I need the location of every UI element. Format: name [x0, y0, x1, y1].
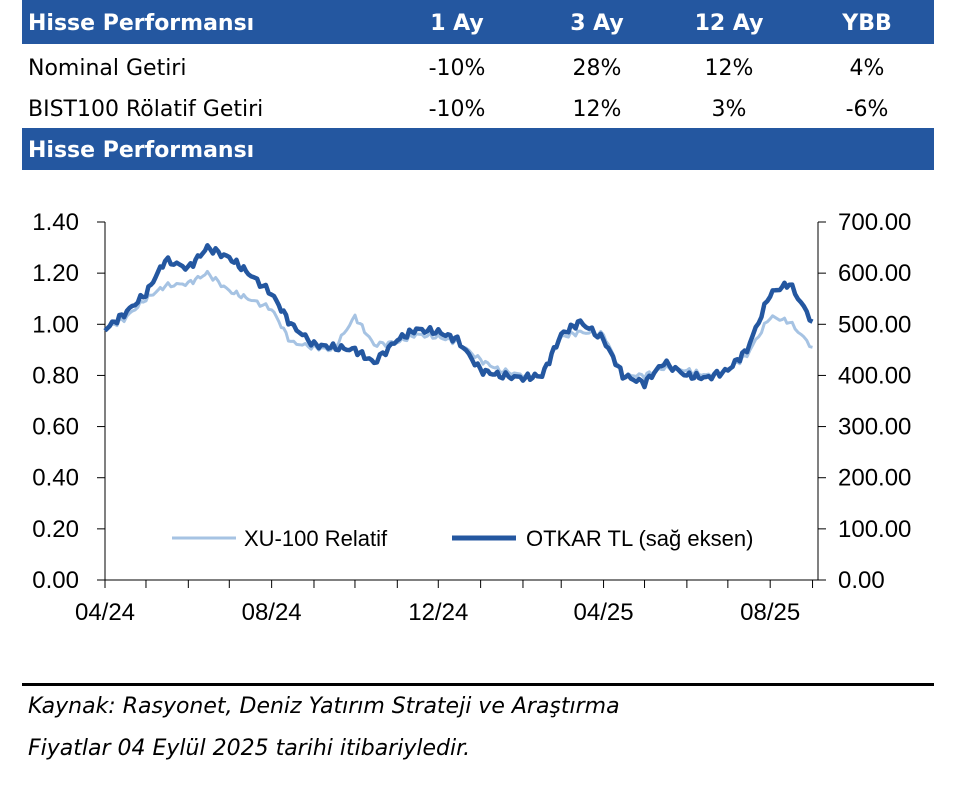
right-tick-label: 400.00 — [838, 362, 911, 389]
row-value-1m: -10% — [428, 97, 486, 122]
right-tick-label: 0.00 — [838, 567, 885, 594]
right-tick-label: 500.00 — [838, 311, 911, 338]
table-row-relative: BIST100 Rölatif Getiri -10% 12% 3% -6% — [22, 89, 934, 131]
right-tick-label: 100.00 — [838, 516, 911, 543]
legend-label-xu100-relative: XU-100 Relatif — [244, 526, 388, 551]
legend-label-otkar-tl: OTKAR TL (sağ eksen) — [526, 526, 753, 551]
row-value-12m: 12% — [704, 56, 754, 81]
header-3-month: 3 Ay — [570, 11, 624, 36]
x-tick-label: 08/25 — [740, 599, 800, 626]
left-tick-label: 0.20 — [32, 516, 79, 543]
right-tick-label: 700.00 — [838, 209, 911, 236]
footer-divider — [22, 683, 934, 686]
left-tick-label: 1.20 — [32, 260, 79, 287]
x-tick-label: 04/25 — [574, 599, 634, 626]
row-value-3m: 12% — [572, 97, 622, 122]
left-tick-label: 0.40 — [32, 465, 79, 492]
right-tick-label: 300.00 — [838, 414, 911, 441]
chart-section-header: Hisse Performansı — [22, 128, 934, 170]
row-value-ytd: 4% — [849, 56, 885, 81]
row-value-3m: 28% — [572, 56, 622, 81]
row-value-ytd: -6% — [845, 97, 889, 122]
x-tick-label: 04/24 — [75, 599, 135, 626]
x-tick-label: 12/24 — [408, 599, 468, 626]
left-tick-label: 0.80 — [32, 362, 79, 389]
table-row-nominal: Nominal Getiri -10% 28% 12% 4% — [22, 48, 934, 90]
performance-line-chart: 0.00 0.20 0.40 0.60 0.80 1.00 1.20 1.40 0.00 100.… — [32, 209, 911, 626]
series-line-xu100-relative — [104, 269, 813, 380]
row-value-1m: -10% — [428, 56, 486, 81]
source-note: Kaynak: Rasyonet, Deniz Yatırım Strateji… — [28, 694, 620, 719]
x-tick-label: 08/24 — [242, 599, 302, 626]
left-tick-label: 1.40 — [32, 209, 79, 236]
performance-table-header: Hisse Performansı 1 Ay 3 Ay 12 Ay YBB — [22, 0, 934, 44]
left-tick-label: 1.00 — [32, 311, 79, 338]
series-line-otkar-tl — [103, 243, 814, 390]
right-tick-label: 600.00 — [838, 260, 911, 287]
left-tick-label: 0.00 — [32, 567, 79, 594]
right-tick-label: 200.00 — [838, 465, 911, 492]
row-label: BIST100 Rölatif Getiri — [28, 97, 264, 122]
date-note: Fiyatlar 04 Eylül 2025 tarihi itibariyle… — [28, 736, 471, 761]
header-1-month: 1 Ay — [430, 11, 484, 36]
section-title: Hisse Performansı — [28, 138, 255, 163]
row-label: Nominal Getiri — [28, 56, 187, 81]
left-tick-label: 0.60 — [32, 414, 79, 441]
header-title: Hisse Performansı — [28, 11, 255, 36]
row-value-12m: 3% — [711, 97, 747, 122]
header-12-month: 12 Ay — [694, 11, 764, 36]
header-ytd: YBB — [842, 11, 892, 36]
